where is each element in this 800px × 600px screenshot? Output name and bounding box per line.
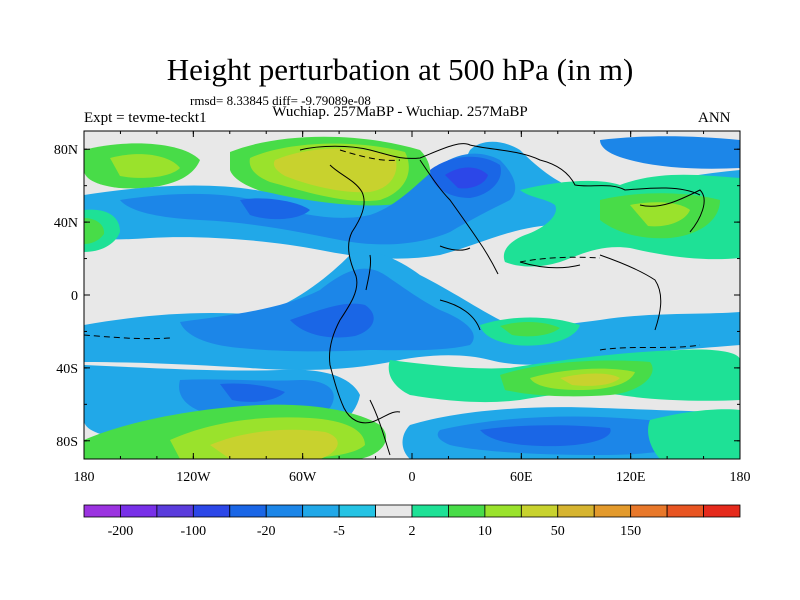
colorbar-swatch <box>265 504 304 518</box>
dashed-coastline-layer <box>84 149 701 351</box>
x-tick-label: 60W <box>289 470 317 485</box>
colorbar-swatch <box>703 504 741 518</box>
contour-layer <box>84 136 740 459</box>
chart-title: Height perturbation at 500 hPa (in m) <box>166 52 634 87</box>
colorbar-swatch <box>666 504 704 518</box>
x-tick-label: 180 <box>74 470 95 485</box>
colorbar-swatch <box>302 504 340 518</box>
x-tick-label: 60E <box>510 470 533 485</box>
colorbar-swatch <box>520 504 559 518</box>
colorbar-swatch <box>411 504 449 518</box>
y-tick-label: 80N <box>54 143 78 158</box>
colorbar-label: -20 <box>257 524 276 539</box>
colorbar-label: -100 <box>180 524 206 539</box>
colorbar-label: 10 <box>478 524 492 539</box>
colorbar-swatch <box>229 504 267 518</box>
colorbar-swatch <box>557 504 595 518</box>
colorbar-label: 2 <box>409 524 416 539</box>
y-tick-label: 0 <box>71 289 78 304</box>
colorbar-swatch <box>630 504 668 518</box>
colorbar-label: 50 <box>551 524 565 539</box>
colorbar-swatch <box>484 504 522 518</box>
x-tick-label: 0 <box>409 470 416 485</box>
y-tick-label: 40S <box>56 362 78 377</box>
colorbar-swatch <box>83 504 121 518</box>
axes-layer: 180 120W 60W 0 60E 120E 180 80N 40N 0 40S 80S <box>54 131 751 485</box>
colorbar-swatch <box>593 504 632 518</box>
colorbar-swatch <box>448 504 486 518</box>
colorbar: -200 -100 -20 -5 2 10 50 150 <box>83 504 741 539</box>
x-tick-label: 180 <box>730 470 751 485</box>
colorbar-swatch <box>192 504 231 518</box>
experiment-label: Expt = tevme-teckt1 <box>84 110 207 126</box>
period-label: ANN <box>698 110 731 126</box>
colorbar-label: -200 <box>108 524 134 539</box>
stats-text: rmsd= 8.33845 diff= -9.79089e-08 <box>190 93 371 108</box>
x-tick-label: 120E <box>616 470 646 485</box>
map-area <box>84 131 740 459</box>
colorbar-label: 150 <box>620 524 641 539</box>
colorbar-swatch <box>375 504 413 518</box>
x-tick-label: 120W <box>176 470 211 485</box>
experiment-names: Wuchiap. 257MaBP - Wuchiap. 257MaBP <box>272 104 528 120</box>
y-tick-label: 80S <box>56 435 78 450</box>
colorbar-swatch <box>120 504 158 518</box>
colorbar-label: -5 <box>333 524 345 539</box>
colorbar-swatch <box>338 504 376 518</box>
coastline-layer <box>299 143 705 456</box>
y-tick-label: 40N <box>54 216 78 231</box>
colorbar-swatch <box>156 504 194 518</box>
